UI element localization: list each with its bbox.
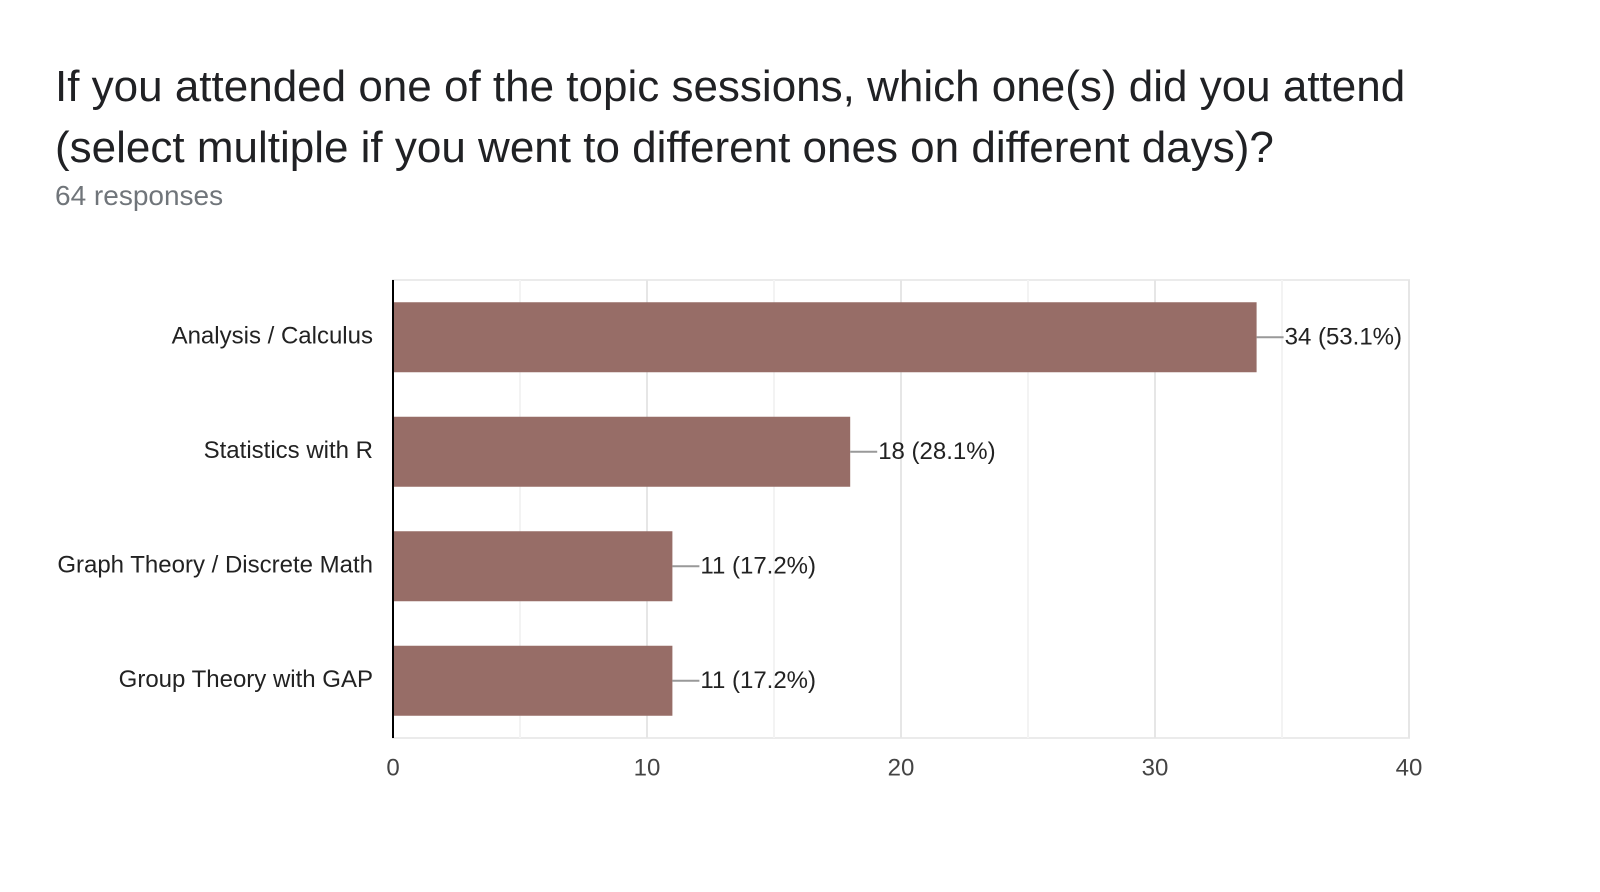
x-tick-label: 10 bbox=[634, 754, 661, 781]
x-tick-label: 40 bbox=[1396, 754, 1423, 781]
chart-title: If you attended one of the topic session… bbox=[55, 62, 1406, 172]
chart-subtitle: 64 responses bbox=[55, 180, 224, 211]
value-label: 11 (17.2%) bbox=[700, 667, 816, 694]
value-label: 18 (28.1%) bbox=[878, 438, 995, 465]
y-tick-label: Graph Theory / Discrete Math bbox=[57, 552, 373, 579]
y-tick-label: Statistics with R bbox=[204, 437, 373, 464]
bar bbox=[393, 645, 673, 716]
y-tick-label: Analysis / Calculus bbox=[172, 323, 373, 350]
x-tick-label: 0 bbox=[386, 754, 399, 781]
value-label: 11 (17.2%) bbox=[700, 553, 816, 580]
bar bbox=[393, 416, 851, 487]
x-tick-label: 30 bbox=[1142, 754, 1169, 781]
x-tick-label: 20 bbox=[888, 754, 915, 781]
y-tick-label: Group Theory with GAP bbox=[119, 666, 373, 693]
bar bbox=[393, 531, 673, 602]
value-label: 34 (53.1%) bbox=[1285, 324, 1402, 351]
bar bbox=[393, 302, 1257, 373]
